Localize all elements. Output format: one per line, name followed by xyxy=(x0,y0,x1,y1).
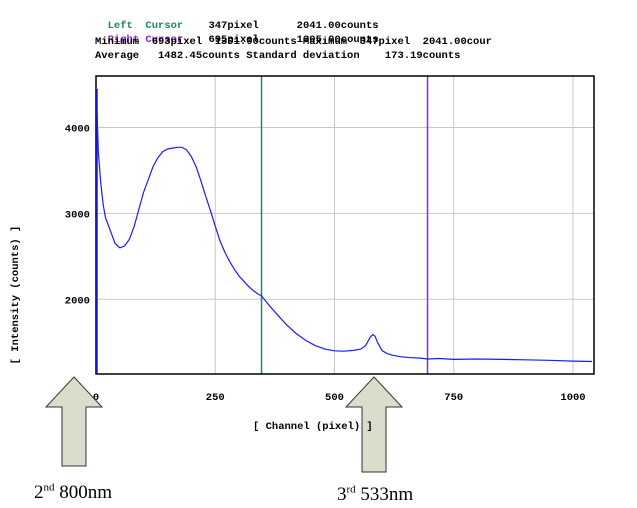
x-tick-label: 0 xyxy=(93,392,99,404)
annotation-533nm-text: 533nm xyxy=(355,484,414,505)
right-cursor-label: Right Cursor xyxy=(107,34,184,46)
y-tick-label: 2000 xyxy=(65,295,90,307)
x-tick-label: 1000 xyxy=(560,392,585,404)
left-cursor-readout: Left Cursor 347pixel 2041.00counts xyxy=(95,8,379,32)
plot-frame xyxy=(95,75,595,375)
arrow-800nm-feature xyxy=(44,376,104,467)
x-tick-label: 250 xyxy=(206,392,225,404)
annotation-800nm: 2nd 800nm xyxy=(34,482,112,504)
spectrum-line xyxy=(95,97,593,363)
arrow-533nm-feature xyxy=(344,376,404,473)
left-cursor-value: 347pixel 2041.00counts xyxy=(208,20,379,32)
chart-cursors xyxy=(260,76,429,374)
x-tick-label: 750 xyxy=(444,392,463,404)
y-tick-label: 4000 xyxy=(65,124,90,136)
average-readout: Average 1482.45counts Standard deviation… xyxy=(95,50,461,62)
x-tick-label: 500 xyxy=(325,392,344,404)
x-axis-label: [ Channel (pixel) ] xyxy=(253,421,373,433)
annotation-533nm-suffix: rd xyxy=(346,483,356,496)
y-axis-ticks: 2000 3000 4000 xyxy=(65,124,90,308)
y-tick-label: 3000 xyxy=(65,209,90,221)
right-cursor-value: 695pixel 1305.00counts xyxy=(208,34,379,46)
y-axis-label: [ Intensity (counts) ] xyxy=(10,225,22,365)
annotation-533nm: 3rd 533nm xyxy=(337,484,413,506)
annotation-arrows xyxy=(44,376,404,473)
annotation-800nm-suffix: nd xyxy=(43,481,55,494)
chart-grid xyxy=(96,76,594,374)
annotation-800nm-ordinal: 2 xyxy=(34,482,44,503)
x-axis-ticks: 0 250 500 750 1000 xyxy=(93,392,586,404)
min-max-readout: Minimum 693pixel 1301.00counts Maximum 3… xyxy=(95,36,492,48)
left-cursor-label: Left Cursor xyxy=(107,20,184,32)
annotation-533nm-ordinal: 3 xyxy=(337,484,347,505)
right-cursor-readout: Right Cursor 695pixel 1305.00counts xyxy=(95,22,379,46)
annotation-800nm-text: 800nm xyxy=(54,482,113,503)
